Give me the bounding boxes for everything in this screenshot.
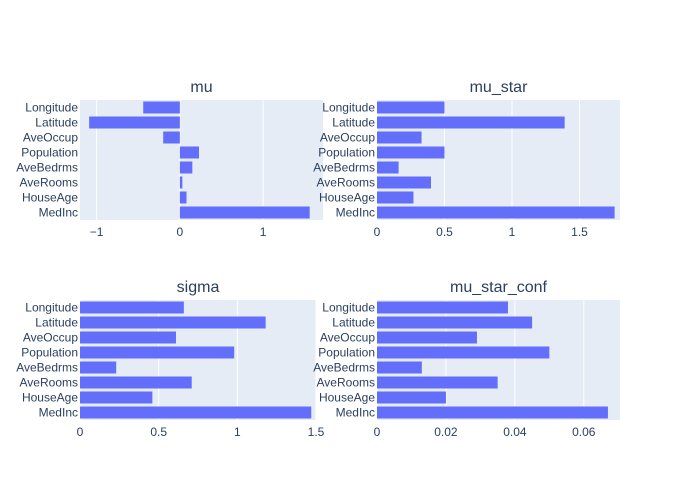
x-tick-label: 0 [374, 425, 381, 439]
x-tick-label: 0.04 [503, 425, 527, 439]
y-tick-label: HouseAge [22, 391, 78, 405]
y-tick-label: AveRooms [317, 376, 375, 390]
bar-mu-star-medinc[interactable] [377, 206, 615, 219]
x-tick-label: 1.5 [571, 225, 588, 239]
y-tick-label: AveBedrms [313, 361, 375, 375]
x-tick-label: 1.5 [308, 425, 325, 439]
bar-mu-star-conf-averooms[interactable] [377, 376, 498, 389]
y-tick-label: Latitude [332, 116, 375, 130]
y-tick-label: HouseAge [22, 191, 78, 205]
y-tick-label: Latitude [35, 116, 78, 130]
y-tick-label: HouseAge [319, 391, 375, 405]
x-tick-label: 1 [509, 225, 516, 239]
y-tick-label: AveOccup [23, 331, 78, 345]
y-tick-label: Population [318, 146, 375, 160]
bar-mu-medinc[interactable] [179, 206, 310, 219]
bar-sigma-longitude[interactable] [80, 301, 184, 314]
subplot-mu-star-conf: MedIncHouseAgeAveRoomsAveBedrmsPopulatio… [313, 279, 620, 439]
x-tick-label: 0 [374, 225, 381, 239]
y-tick-label: AveBedrms [313, 161, 375, 175]
bar-mu-star-longitude[interactable] [377, 101, 445, 114]
y-tick-label: AveRooms [317, 176, 375, 190]
bar-mu-star-conf-aveoccup[interactable] [377, 331, 477, 344]
bar-sigma-avebedrms[interactable] [80, 361, 117, 374]
x-tick-label: 0.02 [434, 425, 458, 439]
subplot-title-mu-star: mu_star [470, 79, 528, 96]
y-tick-label: MedInc [336, 206, 375, 220]
y-tick-label: HouseAge [319, 191, 375, 205]
y-tick-label: Population [21, 146, 78, 160]
subplot-title-sigma: sigma [177, 279, 220, 296]
bar-mu-star-conf-longitude[interactable] [377, 301, 508, 314]
subplot-mu-star: MedIncHouseAgeAveRoomsAveBedrmsPopulatio… [313, 79, 620, 239]
y-tick-label: Longitude [322, 101, 375, 115]
subplot-mu: MedIncHouseAgeAveRoomsAveBedrmsPopulatio… [16, 79, 323, 239]
x-tick-label: 0 [77, 425, 84, 439]
bar-mu-aveoccup[interactable] [163, 131, 180, 144]
bar-mu-star-avebedrms[interactable] [377, 161, 399, 174]
bar-mu-averooms[interactable] [179, 176, 183, 189]
bar-sigma-houseage[interactable] [80, 391, 153, 404]
y-tick-label: AveBedrms [16, 361, 78, 375]
y-tick-label: AveOccup [23, 131, 78, 145]
x-tick-label: 0.5 [150, 425, 167, 439]
x-tick-label: 0.5 [436, 225, 453, 239]
bar-mu-star-averooms[interactable] [377, 176, 431, 189]
subplot-title-mu-star-conf: mu_star_conf [450, 279, 547, 296]
bar-sigma-aveoccup[interactable] [80, 331, 176, 344]
y-tick-label: AveBedrms [16, 161, 78, 175]
bar-mu-longitude[interactable] [143, 101, 180, 114]
y-tick-label: AveOccup [320, 131, 375, 145]
y-tick-label: Latitude [35, 316, 78, 330]
y-tick-label: AveOccup [320, 331, 375, 345]
bar-sigma-medinc[interactable] [80, 406, 312, 419]
bar-mu-star-conf-medinc[interactable] [377, 406, 608, 419]
bar-sigma-averooms[interactable] [80, 376, 192, 389]
bar-sigma-latitude[interactable] [80, 316, 266, 329]
bar-mu-star-conf-avebedrms[interactable] [377, 361, 422, 374]
subplot-title-mu: mu [190, 79, 212, 96]
y-tick-label: Longitude [322, 301, 375, 315]
subplot-sigma: MedIncHouseAgeAveRoomsAveBedrmsPopulatio… [16, 279, 324, 439]
bar-mu-star-latitude[interactable] [377, 116, 565, 129]
bar-mu-star-aveoccup[interactable] [377, 131, 422, 144]
bar-mu-houseage[interactable] [179, 191, 187, 204]
y-tick-label: AveRooms [20, 376, 78, 390]
bar-mu-avebedrms[interactable] [179, 161, 193, 174]
bar-mu-population[interactable] [179, 146, 200, 159]
y-tick-label: Latitude [332, 316, 375, 330]
y-tick-label: MedInc [39, 406, 78, 420]
y-tick-label: Longitude [25, 301, 78, 315]
y-tick-label: Population [21, 346, 78, 360]
bar-mu-star-houseage[interactable] [377, 191, 414, 204]
y-tick-label: MedInc [39, 206, 78, 220]
bar-mu-latitude[interactable] [89, 116, 180, 129]
bar-sigma-population[interactable] [80, 346, 235, 359]
x-tick-label: 1 [234, 425, 241, 439]
x-tick-label: 0.06 [572, 425, 596, 439]
bar-mu-star-conf-latitude[interactable] [377, 316, 533, 329]
x-tick-label: 1 [260, 225, 267, 239]
y-tick-label: AveRooms [20, 176, 78, 190]
bar-mu-star-conf-houseage[interactable] [377, 391, 446, 404]
bar-mu-star-population[interactable] [377, 146, 445, 159]
bar-mu-star-conf-population[interactable] [377, 346, 550, 359]
x-tick-label: −1 [90, 225, 104, 239]
y-tick-label: MedInc [336, 406, 375, 420]
y-tick-label: Population [318, 346, 375, 360]
x-tick-label: 0 [177, 225, 184, 239]
y-tick-label: Longitude [25, 101, 78, 115]
